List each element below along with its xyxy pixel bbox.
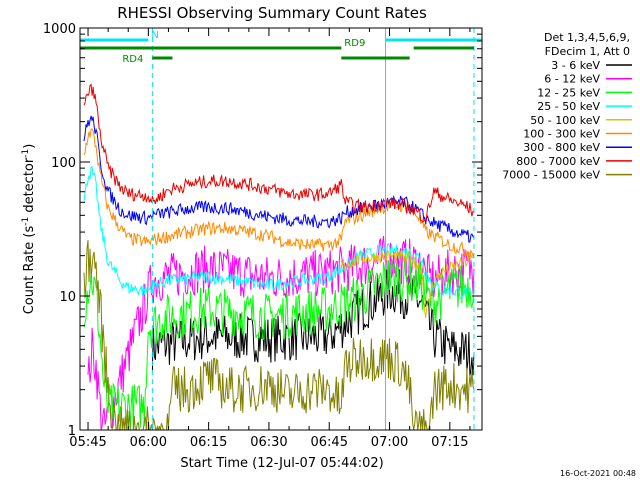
y-axis-label: Count Rate (s-1 detector-1) [21,144,37,315]
legend-entry-label: 6 - 12 keV [544,73,600,86]
flag-label: RD9 [344,38,365,49]
y-axis: 1 10 100 1000 [43,22,482,439]
flag-label: RD4 [122,54,143,65]
timestamp: 16-Oct-2021 00:48 [560,469,636,478]
plot-frame [79,27,483,431]
y-tick-label: 100 [51,156,76,171]
x-axis-label: Start Time (12-Jul-07 05:44:02) [180,456,383,471]
legend-entry-label: 25 - 50 keV [537,100,600,113]
legend-header-line2: FDecim 1, Att 0 [545,45,630,58]
legend-header-line1: Det 1,3,4,5,6,9, [544,31,630,44]
y-axis-label-mid: detector [22,157,37,217]
series-line [340,249,475,319]
y-tick-label: 1 [68,424,76,439]
series-line [151,269,475,377]
chart-title: RHESSI Observing Summary Count Rates [117,4,427,22]
legend-entry-label: 800 - 7000 keV [516,155,600,168]
flag-label: N [151,30,158,41]
x-tick-label: 05:45 [69,435,106,450]
flag-layer: N RD9 RD4 [80,30,482,65]
vline-layer [151,28,475,430]
legend-entry-label: 300 - 800 keV [523,141,600,154]
legend-entry-label: 12 - 25 keV [537,86,600,99]
legend-entry-label: 100 - 300 keV [523,128,600,141]
y-tick-label: 1000 [43,22,76,37]
y-axis-label-main: Count Rate (s [22,226,37,315]
legend-entry-label: 7000 - 15000 keV [502,169,600,182]
x-tick-label: 06:30 [250,435,287,450]
legend-entry-label: 50 - 100 keV [530,114,600,127]
x-tick-label: 06:15 [190,435,227,450]
y-axis-label-sup2: -1 [21,149,31,158]
y-tick-label: 10 [59,290,76,305]
x-tick-label: 07:15 [431,435,468,450]
series-line [83,256,475,430]
legend: Det 1,3,4,5,6,9, FDecim 1, Att 0 3 - 6 k… [502,31,632,182]
x-tick-label: 07:00 [371,435,408,450]
y-axis-label-end: ) [22,144,37,149]
series-line [83,239,475,430]
series-line [83,83,475,225]
series-line [83,166,475,300]
y-axis-label-sup1: -1 [21,217,31,226]
x-tick-label: 06:45 [311,435,348,450]
x-axis: 05:45 06:00 06:15 06:30 06:45 07:00 07:15 [69,28,471,450]
series-layer [83,83,475,430]
legend-entry-label: 3 - 6 keV [551,59,600,72]
x-tick-label: 06:00 [130,435,167,450]
